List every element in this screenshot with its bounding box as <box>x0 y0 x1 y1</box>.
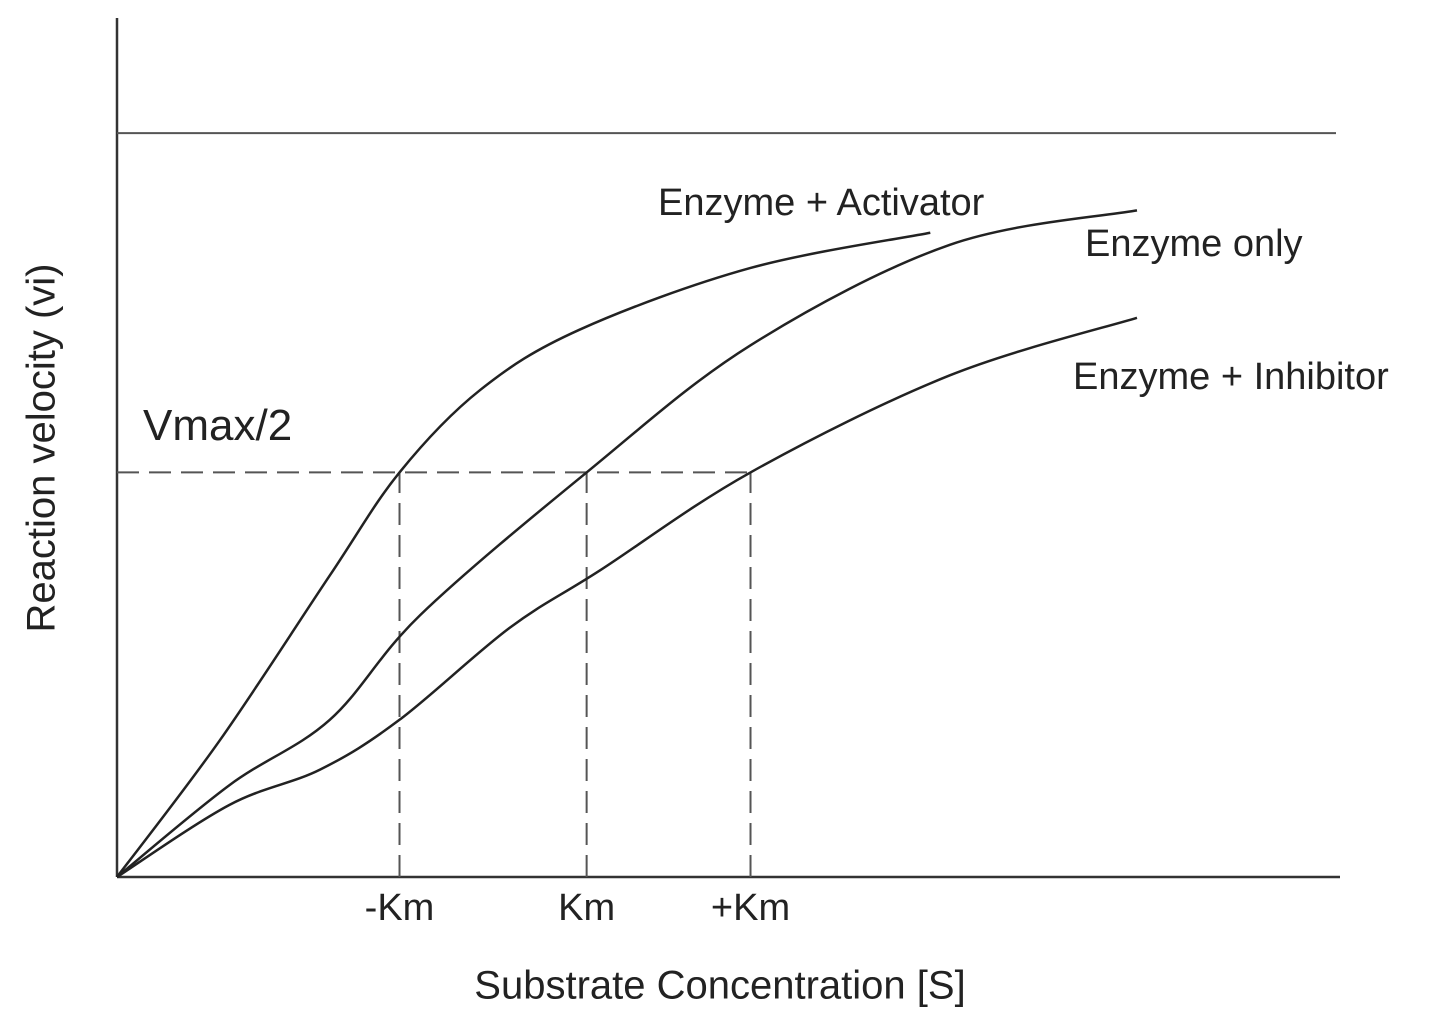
line <box>116 209 1138 878</box>
x-tick-label: -Km <box>365 887 435 929</box>
line <box>116 231 931 878</box>
line <box>116 316 1138 879</box>
y-tick-label: Vmax/2 <box>143 401 292 450</box>
x-tick-label: Km <box>558 887 615 929</box>
series-label: Enzyme + Activator <box>658 182 985 224</box>
series-label: Enzyme only <box>1085 223 1303 265</box>
x-axis-label: Substrate Concentration [S] <box>474 964 965 1008</box>
y-axis-label: Reaction velocity (vi) <box>20 263 64 632</box>
x-tick-label: +Km <box>711 887 790 929</box>
series-label: Enzyme + Inhibitor <box>1073 356 1389 398</box>
